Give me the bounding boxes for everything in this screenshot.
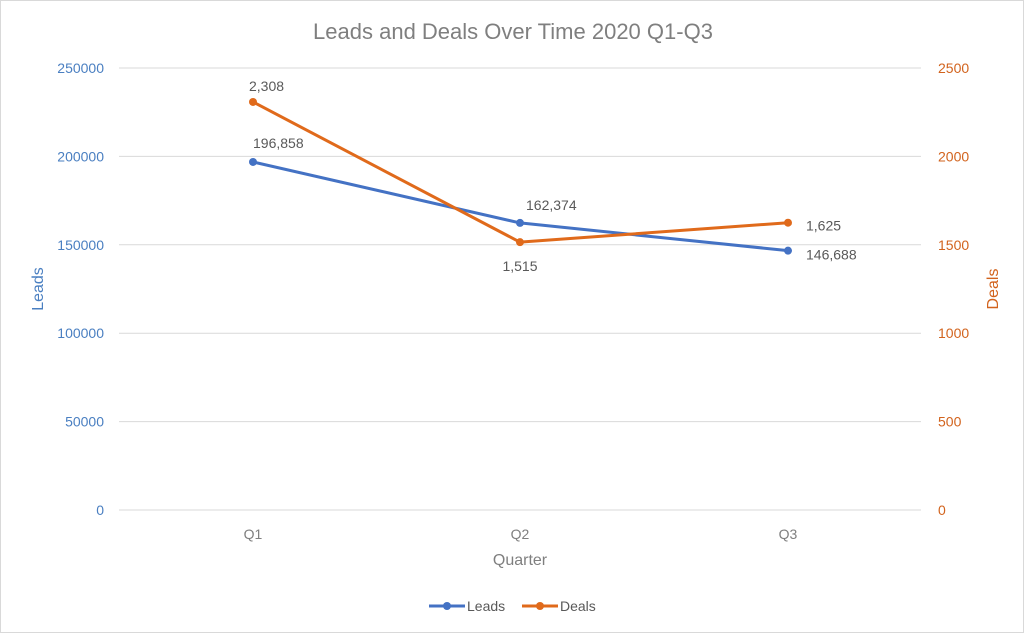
left-tick-label: 100000 (57, 325, 104, 341)
x-axis-title: Quarter (493, 552, 548, 569)
left-tick-label: 0 (96, 502, 104, 518)
data-point-leads (516, 218, 524, 227)
data-point-deals (784, 218, 792, 227)
x-tick-label: Q3 (779, 526, 798, 542)
x-tick-label: Q2 (511, 526, 530, 542)
right-axis-ticks: 0 500 1000 1500 2000 2500 (938, 60, 969, 518)
legend-marker-deals (536, 602, 544, 610)
right-axis-title: Deals (985, 269, 1002, 310)
right-tick-label: 0 (938, 502, 946, 518)
left-tick-label: 200000 (57, 148, 104, 164)
series-group: 196,858 162,374 146,688 2,308 1,515 1,625 (249, 78, 857, 274)
gridlines (119, 67, 921, 511)
data-label: 146,688 (806, 247, 857, 263)
data-point-deals (516, 238, 524, 247)
right-tick-label: 2500 (938, 60, 969, 76)
right-tick-label: 1500 (938, 237, 969, 253)
left-tick-label: 250000 (57, 60, 104, 76)
left-tick-label: 150000 (57, 237, 104, 253)
series-line-leads (252, 160, 789, 253)
legend-label-deals: Deals (560, 598, 596, 614)
data-label: 162,374 (526, 197, 577, 213)
legend-label-leads: Leads (467, 598, 505, 614)
data-label: 1,625 (806, 218, 841, 234)
legend-marker-leads (443, 602, 451, 610)
data-point-leads (784, 246, 792, 255)
x-axis-ticks: Q1 Q2 Q3 (244, 526, 798, 542)
right-tick-label: 1000 (938, 325, 969, 341)
right-tick-label: 2000 (938, 148, 969, 164)
x-tick-label: Q1 (244, 526, 263, 542)
data-point-leads (249, 157, 257, 166)
data-label: 2,308 (249, 78, 284, 94)
data-label: 196,858 (253, 135, 304, 151)
legend: Leads Deals (429, 598, 596, 614)
left-tick-label: 50000 (65, 414, 104, 430)
left-axis-ticks: 0 50000 100000 150000 200000 250000 (57, 60, 104, 518)
chart-title: Leads and Deals Over Time 2020 Q1-Q3 (313, 19, 713, 44)
left-axis-title: Leads (30, 267, 47, 311)
data-label: 1,515 (502, 258, 537, 274)
data-point-deals (249, 97, 257, 106)
right-tick-label: 500 (938, 414, 962, 430)
